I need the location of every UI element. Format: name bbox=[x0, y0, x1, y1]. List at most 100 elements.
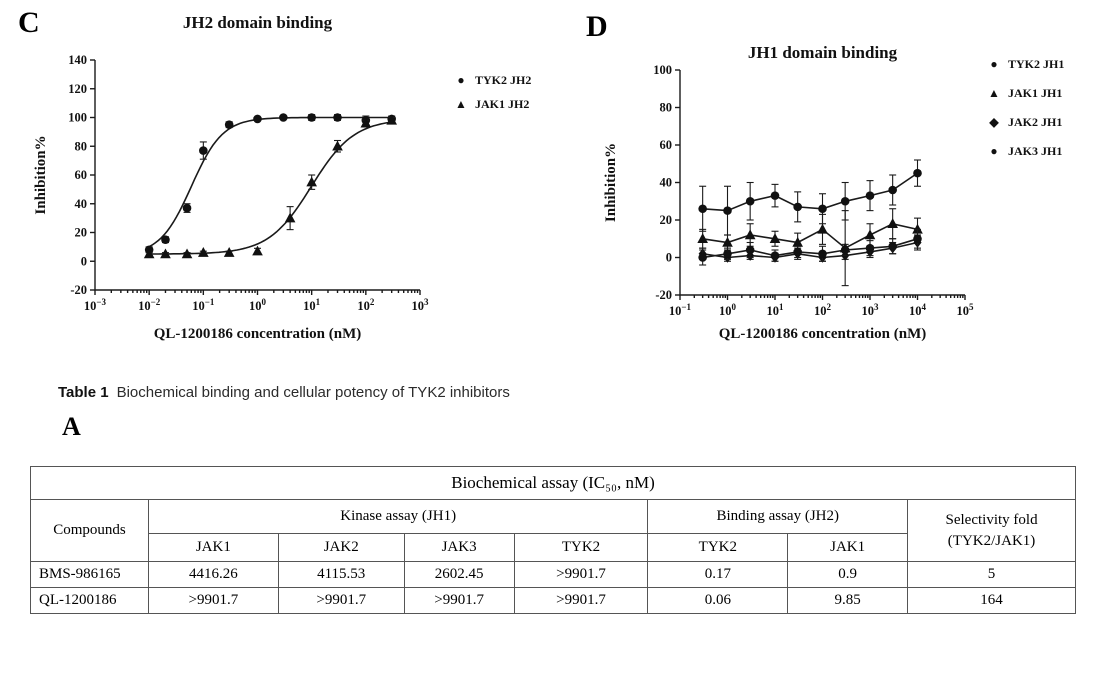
svg-text:QL-1200186 concentration (nM): QL-1200186 concentration (nM) bbox=[719, 326, 926, 342]
legend-label: JAK2 JH1 bbox=[1008, 115, 1063, 129]
circle-marker-icon: ● bbox=[457, 73, 465, 87]
svg-text:105: 105 bbox=[957, 302, 975, 318]
svg-text:103: 103 bbox=[862, 302, 880, 318]
table-title-row: Biochemical assay (IC₅₀, nM) bbox=[30, 466, 1076, 500]
svg-text:QL-1200186 concentration (nM): QL-1200186 concentration (nM) bbox=[154, 326, 361, 342]
col-header-jak1-jh2: JAK1 bbox=[787, 533, 909, 562]
circle-marker-icon: ● bbox=[990, 144, 998, 158]
svg-text:0: 0 bbox=[666, 251, 672, 265]
svg-text:140: 140 bbox=[68, 53, 87, 67]
table-cell: 4115.53 bbox=[277, 561, 405, 588]
svg-text:JH2 domain binding: JH2 domain binding bbox=[183, 13, 333, 32]
kinase-assay-header: Kinase assay (JH1) bbox=[147, 499, 649, 534]
selectivity-header-line2: (TYK2/JAK1) bbox=[947, 532, 1036, 549]
table-cell: >9901.7 bbox=[147, 587, 279, 614]
table-row: QL-1200186 >9901.7 >9901.7 >9901.7 >9901… bbox=[30, 587, 1076, 614]
panel-a-label: A bbox=[62, 412, 81, 441]
selectivity-header: Selectivity fold (TYK2/JAK1) bbox=[907, 499, 1076, 562]
table-caption: Table 1 Biochemical binding and cellular … bbox=[58, 384, 510, 401]
table-row: BMS-986165 4416.26 4115.53 2602.45 >9901… bbox=[30, 561, 1076, 588]
jh1-chart-legend: ● TYK2 JH1 ▲ JAK1 JH1 ◆ JAK2 JH1 ● JAK3 … bbox=[985, 58, 1064, 174]
biochemical-assay-table: Biochemical assay (IC₅₀, nM) Compounds K… bbox=[30, 466, 1076, 614]
svg-text:104: 104 bbox=[909, 302, 927, 318]
jh2-chart-legend: ● TYK2 JH2 ▲ JAK1 JH2 bbox=[452, 74, 531, 122]
svg-text:100: 100 bbox=[653, 63, 672, 77]
svg-text:-20: -20 bbox=[655, 288, 672, 302]
table-cell: 0.9 bbox=[787, 561, 909, 588]
col-header-jak1-jh1: JAK1 bbox=[147, 533, 279, 562]
table-cell: 9.85 bbox=[787, 587, 909, 614]
svg-text:100: 100 bbox=[68, 111, 87, 125]
svg-text:Inhibition%: Inhibition% bbox=[33, 135, 49, 214]
legend-label: TYK2 JH1 bbox=[1008, 57, 1065, 71]
legend-item-jak1-jh1: ▲ JAK1 JH1 bbox=[985, 87, 1064, 99]
svg-text:103: 103 bbox=[412, 297, 430, 313]
jh1-binding-chart: JH1 domain binding -20 0 20 40 60 80 100 10−1 100… bbox=[603, 43, 975, 342]
svg-text:102: 102 bbox=[814, 302, 832, 318]
table-cell: >9901.7 bbox=[513, 587, 649, 614]
col-header-tyk2-jh1: TYK2 bbox=[513, 533, 649, 562]
binding-assay-header: Binding assay (JH2) bbox=[647, 499, 909, 534]
table-cell: 0.17 bbox=[647, 561, 789, 588]
svg-text:20: 20 bbox=[75, 226, 88, 240]
svg-text:-20: -20 bbox=[70, 283, 87, 297]
svg-text:40: 40 bbox=[660, 176, 673, 190]
svg-text:80: 80 bbox=[75, 139, 88, 153]
assay-title: Biochemical assay (IC₅₀, nM) bbox=[30, 466, 1076, 500]
svg-text:80: 80 bbox=[660, 101, 673, 115]
circle-marker-icon: ● bbox=[990, 57, 998, 71]
panel-d-label: D bbox=[586, 10, 608, 43]
svg-text:100: 100 bbox=[249, 297, 267, 313]
compounds-header: Compounds bbox=[30, 499, 149, 562]
svg-text:JH1 domain binding: JH1 domain binding bbox=[748, 43, 898, 62]
col-header-jak3-jh1: JAK3 bbox=[403, 533, 515, 562]
legend-label: TYK2 JH2 bbox=[475, 73, 532, 87]
diamond-marker-icon: ◆ bbox=[989, 115, 999, 129]
table-cell: 4416.26 bbox=[147, 561, 279, 588]
svg-text:0: 0 bbox=[81, 254, 87, 268]
svg-text:120: 120 bbox=[68, 82, 87, 96]
svg-text:60: 60 bbox=[660, 138, 673, 152]
svg-text:101: 101 bbox=[767, 302, 785, 318]
triangle-marker-icon: ▲ bbox=[988, 86, 1000, 100]
compound-name: QL-1200186 bbox=[30, 587, 149, 614]
col-header-tyk2-jh2: TYK2 bbox=[647, 533, 789, 562]
table-caption-text: Biochemical binding and cellular potency… bbox=[116, 384, 510, 401]
legend-item-tyk2-jh1: ● TYK2 JH1 bbox=[985, 58, 1064, 70]
panel-c-label: C bbox=[18, 6, 40, 39]
table-1: Biochemical assay (IC₅₀, nM) Compounds K… bbox=[30, 466, 1076, 614]
svg-text:100: 100 bbox=[719, 302, 737, 318]
col-header-jak2-jh1: JAK2 bbox=[277, 533, 405, 562]
legend-item-tyk2-jh2: ● TYK2 JH2 bbox=[452, 74, 531, 86]
svg-text:Inhibition%: Inhibition% bbox=[603, 143, 619, 222]
legend-label: JAK1 JH1 bbox=[1008, 86, 1063, 100]
svg-text:60: 60 bbox=[75, 168, 88, 182]
svg-text:40: 40 bbox=[75, 197, 88, 211]
svg-text:101: 101 bbox=[303, 297, 321, 313]
table-cell: >9901.7 bbox=[277, 587, 405, 614]
table-cell: 164 bbox=[907, 587, 1076, 614]
legend-label: JAK1 JH2 bbox=[475, 97, 530, 111]
svg-text:102: 102 bbox=[357, 297, 375, 313]
compound-name: BMS-986165 bbox=[30, 561, 149, 588]
table-subheader-row: JAK1 JAK2 JAK3 TYK2 TYK2 JAK1 bbox=[31, 533, 1076, 562]
selectivity-header-line1: Selectivity fold bbox=[945, 512, 1038, 529]
jh2-binding-chart: JH2 domain binding -20 0 20 40 60 80 100 120 140 1… bbox=[33, 13, 430, 342]
legend-item-jak1-jh2: ▲ JAK1 JH2 bbox=[452, 98, 531, 110]
svg-text:20: 20 bbox=[660, 213, 673, 227]
table-cell: 5 bbox=[907, 561, 1076, 588]
table-cell: 2602.45 bbox=[403, 561, 515, 588]
triangle-marker-icon: ▲ bbox=[455, 97, 467, 111]
svg-text:10−3: 10−3 bbox=[84, 297, 107, 313]
table-cell: >9901.7 bbox=[403, 587, 515, 614]
svg-text:10−1: 10−1 bbox=[192, 297, 215, 313]
table-group-header-row: Compounds Kinase assay (JH1) Binding ass… bbox=[30, 499, 1076, 562]
legend-item-jak3-jh1: ● JAK3 JH1 bbox=[985, 145, 1064, 157]
legend-label: JAK3 JH1 bbox=[1008, 144, 1063, 158]
svg-text:10−1: 10−1 bbox=[669, 302, 692, 318]
table-cell: >9901.7 bbox=[513, 561, 649, 588]
legend-item-jak2-jh1: ◆ JAK2 JH1 bbox=[985, 116, 1064, 128]
svg-text:10−2: 10−2 bbox=[138, 297, 161, 313]
table-cell: 0.06 bbox=[647, 587, 789, 614]
table-caption-label: Table 1 bbox=[58, 384, 109, 401]
